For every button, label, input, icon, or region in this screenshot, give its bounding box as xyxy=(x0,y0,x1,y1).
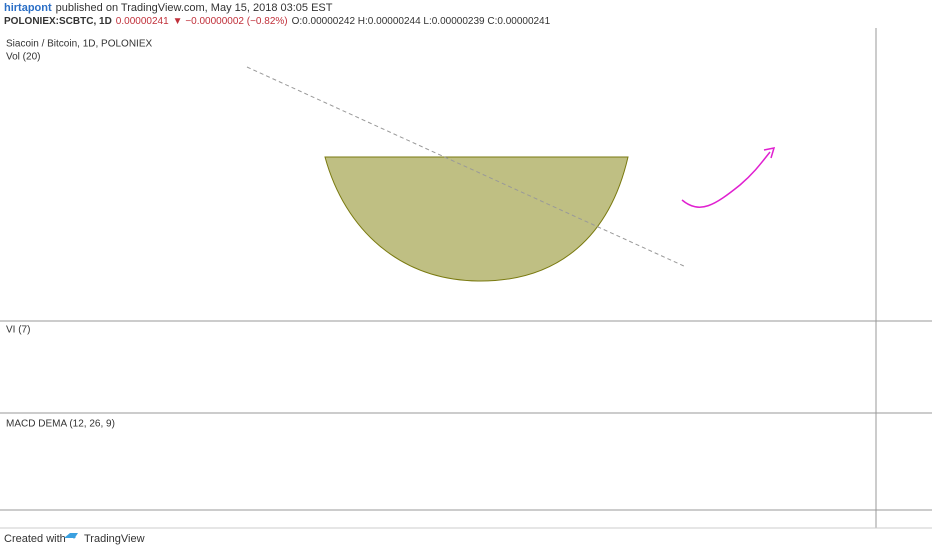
author[interactable]: hirtapont xyxy=(4,2,52,14)
ohlc: O:0.00000242 H:0.00000244 L:0.00000239 C… xyxy=(292,16,551,27)
pane-title: VI (7) xyxy=(6,325,30,336)
cup-pattern xyxy=(324,156,629,282)
footer-brand[interactable]: TradingView xyxy=(84,533,145,545)
last-price: 0.00000241 xyxy=(116,16,169,27)
header-line: hirtapont published on TradingView.com, M… xyxy=(4,2,333,14)
arrow-head xyxy=(763,147,776,159)
projection-arrow xyxy=(681,151,771,208)
price-change: ▼ −0.00000002 (−0.82%) xyxy=(173,16,288,27)
footer-created: Created with xyxy=(4,533,66,545)
pane-title: MACD DEMA (12, 26, 9) xyxy=(6,419,115,430)
volume-label: Vol (20) xyxy=(6,52,40,63)
trend-line xyxy=(246,66,687,268)
symbol-line: POLONIEX:SCBTC, 1D 0.00000241 ▼ −0.0000000… xyxy=(4,16,551,27)
symbol: POLONIEX:SCBTC, 1D xyxy=(4,16,112,27)
tv-logo xyxy=(64,533,78,539)
pane-title: Siacoin / Bitcoin, 1D, POLONIEX xyxy=(6,39,153,50)
published: published on TradingView.com, May 15, 20… xyxy=(56,2,333,14)
